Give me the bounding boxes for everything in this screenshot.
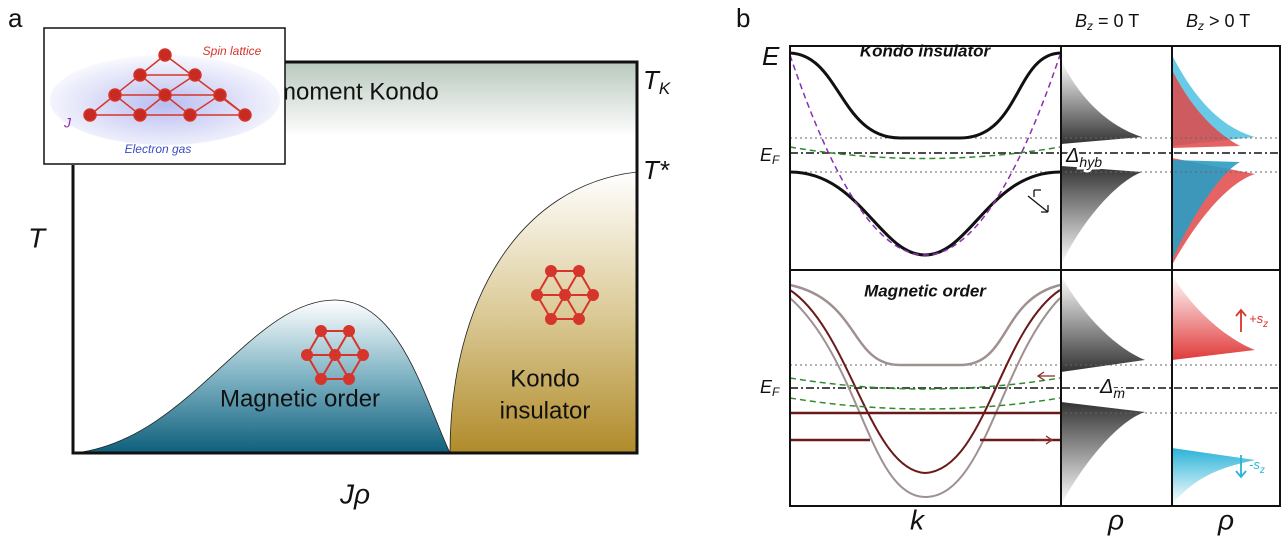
fermi-label: EF bbox=[760, 145, 780, 167]
dome-edge bbox=[74, 299, 451, 454]
b: B bbox=[1075, 11, 1087, 31]
dos bbox=[1061, 275, 1145, 372]
sub: hyb bbox=[1079, 154, 1102, 170]
b: B bbox=[1186, 11, 1198, 31]
x-axis-label: Jρ bbox=[339, 478, 370, 509]
panel-label: a bbox=[8, 3, 23, 33]
band bbox=[789, 170, 1061, 257]
t: T bbox=[643, 65, 661, 95]
band bbox=[789, 51, 1061, 140]
inset-label: Electron gas bbox=[125, 142, 192, 156]
inset-label: J bbox=[63, 115, 72, 131]
energy-label: E bbox=[762, 41, 780, 71]
panel-label: b bbox=[736, 3, 750, 33]
dos bbox=[1061, 402, 1145, 505]
subpanel-title: Kondo insulator bbox=[860, 41, 992, 60]
region-label: Magnetic order bbox=[220, 385, 380, 412]
spin-label: +sz bbox=[1249, 311, 1268, 329]
f-level bbox=[789, 377, 1061, 410]
sub: F bbox=[772, 153, 780, 167]
gap-label: Δm bbox=[1099, 376, 1125, 400]
delta: Δ bbox=[1065, 145, 1079, 167]
s: +s bbox=[1249, 311, 1264, 326]
sub: z bbox=[1259, 465, 1265, 476]
dos-up bbox=[1172, 70, 1240, 148]
magnetic-dome bbox=[75, 300, 450, 453]
x-axis-label: k bbox=[910, 504, 926, 535]
sub: z bbox=[1197, 19, 1204, 33]
gap-label: Δhyb bbox=[1065, 145, 1102, 169]
rest: = 0 T bbox=[1093, 11, 1139, 31]
region-label: Kondo bbox=[510, 365, 579, 392]
spin-arrows bbox=[1027, 189, 1049, 213]
band bbox=[789, 297, 1061, 499]
frame bbox=[789, 45, 1281, 507]
sub: K bbox=[659, 79, 671, 98]
inset-label: Spin lattice bbox=[203, 44, 262, 58]
bare-band bbox=[789, 54, 1061, 256]
dos bbox=[1061, 166, 1142, 265]
down-arrow bbox=[1235, 455, 1247, 479]
sub: F bbox=[772, 385, 780, 399]
dos-down bbox=[1172, 160, 1240, 260]
dos-down bbox=[1172, 448, 1255, 505]
subpanel-title: Magnetic order bbox=[864, 281, 987, 300]
sub: z bbox=[1262, 319, 1268, 330]
band bbox=[789, 283, 1061, 367]
spin-lattice bbox=[83, 48, 252, 122]
region-label: insulator bbox=[500, 397, 591, 424]
spin-label: -sz bbox=[1249, 457, 1265, 475]
delta: Δ bbox=[1099, 376, 1113, 398]
spin-arrows bbox=[1035, 371, 1055, 445]
axis-mark: TK bbox=[643, 65, 671, 99]
sub: z bbox=[1086, 19, 1093, 33]
column-header: Bz > 0 T bbox=[1186, 11, 1250, 33]
frame bbox=[71, 60, 639, 455]
y-axis-label: T bbox=[28, 222, 47, 253]
f-level bbox=[789, 146, 1061, 160]
lattice-icon bbox=[301, 325, 369, 385]
e: E bbox=[760, 145, 773, 165]
e: E bbox=[760, 377, 773, 397]
s: -s bbox=[1249, 457, 1260, 472]
fermi-label: EF bbox=[760, 377, 780, 399]
column-header: Bz = 0 T bbox=[1075, 11, 1139, 33]
lattice-icon bbox=[531, 265, 599, 325]
x-axis-label: ρ bbox=[1107, 504, 1124, 535]
up-arrow bbox=[1235, 308, 1247, 332]
crossover-line bbox=[449, 171, 638, 454]
sub: m bbox=[1113, 385, 1125, 401]
x-axis-label: ρ bbox=[1217, 504, 1234, 535]
dos bbox=[1061, 60, 1142, 144]
kondo-region bbox=[450, 172, 637, 453]
band bbox=[789, 289, 1061, 475]
rest: > 0 T bbox=[1204, 11, 1250, 31]
axis-mark: T* bbox=[643, 155, 670, 185]
dos-up bbox=[1172, 275, 1255, 360]
